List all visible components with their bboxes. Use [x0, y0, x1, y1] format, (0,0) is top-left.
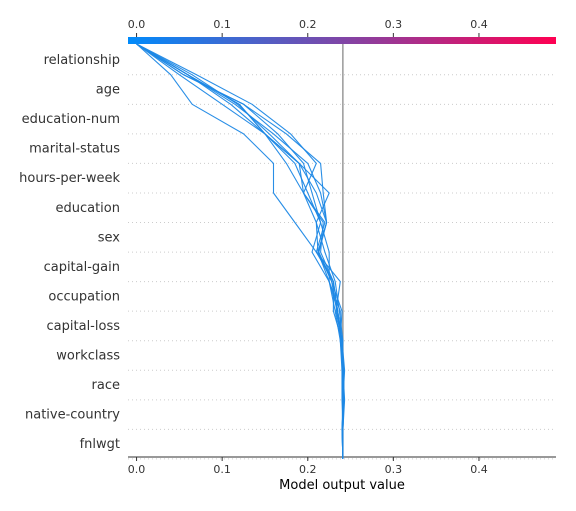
decision-line	[136, 43, 345, 459]
feature-label: education	[55, 201, 120, 216]
x-axis-title: Model output value	[279, 478, 405, 493]
bottom-tick-label: 0.2	[299, 463, 317, 476]
grid-lines	[128, 74, 556, 460]
colorbar	[128, 37, 556, 44]
bottom-tick-label: 0.0	[128, 463, 146, 476]
feature-label: native-country	[25, 408, 120, 423]
top-tick-label: 0.4	[470, 18, 488, 31]
decision-line	[136, 43, 346, 459]
decision-line	[136, 43, 345, 459]
feature-label: capital-loss	[47, 319, 121, 334]
top-tick-label: 0.0	[128, 18, 146, 31]
top-axis: 0.0 0.1 0.2 0.3 0.4	[128, 18, 488, 37]
bottom-tick-label: 0.3	[385, 463, 403, 476]
feature-label: fnlwgt	[80, 437, 120, 452]
feature-label: relationship	[44, 53, 120, 68]
feature-label: age	[96, 83, 120, 98]
feature-label: marital-status	[29, 142, 120, 157]
feature-label: capital-gain	[44, 260, 120, 275]
feature-label: race	[92, 378, 120, 393]
bottom-axis: 0.0 0.1 0.2 0.3 0.4	[128, 456, 556, 476]
feature-label: education-num	[22, 112, 120, 127]
feature-label: occupation	[48, 289, 120, 304]
feature-label: hours-per-week	[19, 171, 120, 186]
decision-lines	[136, 43, 346, 459]
feature-labels: relationship age education-num marital-stat…	[19, 53, 120, 452]
top-tick-label: 0.2	[299, 18, 317, 31]
decision-line	[136, 43, 344, 459]
top-tick-label: 0.3	[385, 18, 403, 31]
feature-label: sex	[98, 230, 121, 245]
bottom-tick-label: 0.1	[213, 463, 231, 476]
bottom-tick-label: 0.4	[470, 463, 488, 476]
feature-label: workclass	[56, 349, 120, 364]
top-tick-label: 0.1	[213, 18, 231, 31]
